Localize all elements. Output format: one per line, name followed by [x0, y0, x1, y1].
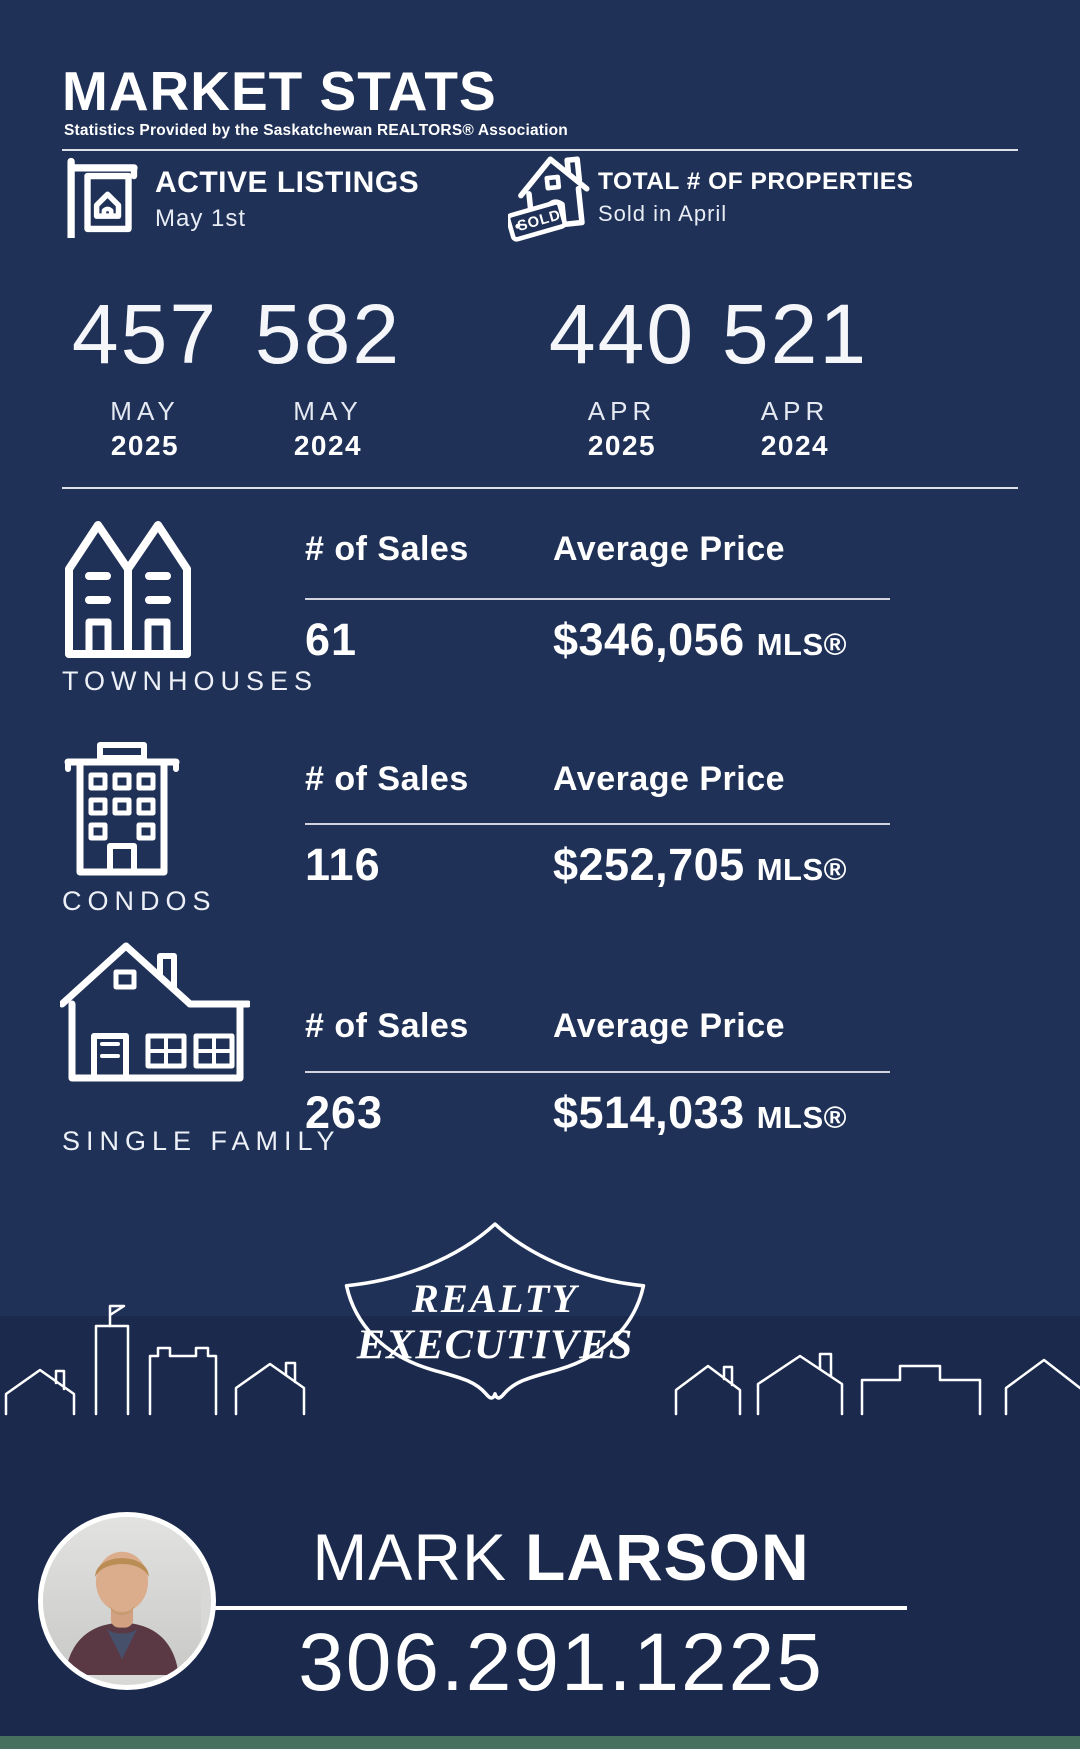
agent-photo	[38, 1512, 216, 1690]
stat-value: 440	[548, 287, 696, 381]
stat-month: APR	[587, 396, 657, 426]
agent-phone: 306.291.1225	[298, 1617, 824, 1708]
single-family-sales-value: 263	[305, 1087, 384, 1138]
city-skyline-art	[4, 1304, 1080, 1416]
page-title: MARKET STATS	[62, 60, 497, 122]
agent-divider	[215, 1606, 907, 1610]
agent-last-name: LARSON	[525, 1520, 810, 1594]
section-label-condos: CONDOS	[62, 886, 217, 916]
stat-active-2024: 582 MAY 2024	[233, 292, 423, 462]
stat-month: APR	[760, 396, 830, 426]
brand-line1: REALTY	[411, 1276, 580, 1321]
price: $346,056	[553, 614, 745, 665]
stat-year: 2025	[110, 430, 180, 461]
stat-value: 582	[254, 287, 402, 381]
condos-icon	[64, 742, 180, 876]
townhouses-price-header: Average Price	[553, 530, 786, 568]
agent-name: MARK LARSON	[215, 1524, 907, 1590]
agent-first-name: MARK	[312, 1520, 507, 1594]
single-family-price-value: $514,033 MLS®	[553, 1087, 847, 1139]
bottom-accent-bar	[0, 1736, 1080, 1749]
single-family-price-header: Average Price	[553, 1007, 786, 1045]
townhouses-price-value: $346,056 MLS®	[553, 614, 847, 666]
properties-sold-date: Sold in April	[598, 201, 728, 226]
price: $514,033	[553, 1087, 745, 1138]
section-label-single-family: SINGLE FAMILY	[62, 1126, 341, 1156]
realty-sign-icon	[67, 157, 138, 238]
stat-value: 521	[721, 287, 869, 381]
stat-year: 2025	[587, 430, 657, 461]
townhouses-sales-value: 61	[305, 614, 358, 665]
stat-sold-2024: 521 APR 2024	[700, 292, 890, 462]
townhouses-sales-header: # of Sales	[305, 530, 469, 568]
stat-year: 2024	[760, 430, 830, 461]
sold-house-icon: SOLD	[508, 156, 590, 242]
townhouses-table-rule	[305, 598, 890, 600]
condos-price-header: Average Price	[553, 760, 786, 798]
price: $252,705	[553, 839, 745, 890]
stat-month: MAY	[110, 396, 180, 426]
page-subtitle: Statistics Provided by the Saskatchewan …	[64, 122, 568, 139]
section-label-townhouses: TOWNHOUSES	[62, 666, 319, 696]
agent-portrait-art	[43, 1517, 201, 1675]
stat-sold-2025: 440 APR 2025	[527, 292, 717, 462]
stat-value: 457	[71, 287, 219, 381]
active-listings-date: May 1st	[155, 205, 247, 232]
single-family-sales-header: # of Sales	[305, 1007, 469, 1045]
brand-line2: EXECUTIVES	[356, 1321, 633, 1368]
active-listings-title: ACTIVE LISTINGS	[155, 166, 420, 199]
properties-sold-title: TOTAL # OF PROPERTIES	[598, 168, 914, 195]
single-family-icon	[60, 942, 250, 1082]
mls-mark: MLS®	[756, 852, 847, 887]
active-listings-heading: ACTIVE LISTINGS May 1st	[155, 166, 419, 233]
townhouses-icon	[65, 521, 191, 658]
agent-info: MARK LARSON 306.291.1225	[215, 1524, 907, 1704]
condos-sales-value: 116	[305, 839, 381, 890]
stat-month: MAY	[293, 396, 363, 426]
stat-year: 2024	[293, 430, 363, 461]
mls-mark: MLS®	[756, 1100, 847, 1135]
condos-table-rule	[305, 823, 890, 825]
condos-sales-header: # of Sales	[305, 760, 469, 798]
realty-executives-badge: REALTY EXECUTIVES	[344, 1222, 646, 1400]
divider-top	[62, 149, 1018, 151]
divider-mid	[62, 487, 1018, 489]
properties-sold-heading: TOTAL # OF PROPERTIES Sold in April	[598, 168, 913, 227]
stat-active-2025: 457 MAY 2025	[50, 292, 240, 462]
single-family-table-rule	[305, 1071, 890, 1073]
condos-price-value: $252,705 MLS®	[553, 839, 847, 891]
mls-mark: MLS®	[756, 627, 847, 662]
